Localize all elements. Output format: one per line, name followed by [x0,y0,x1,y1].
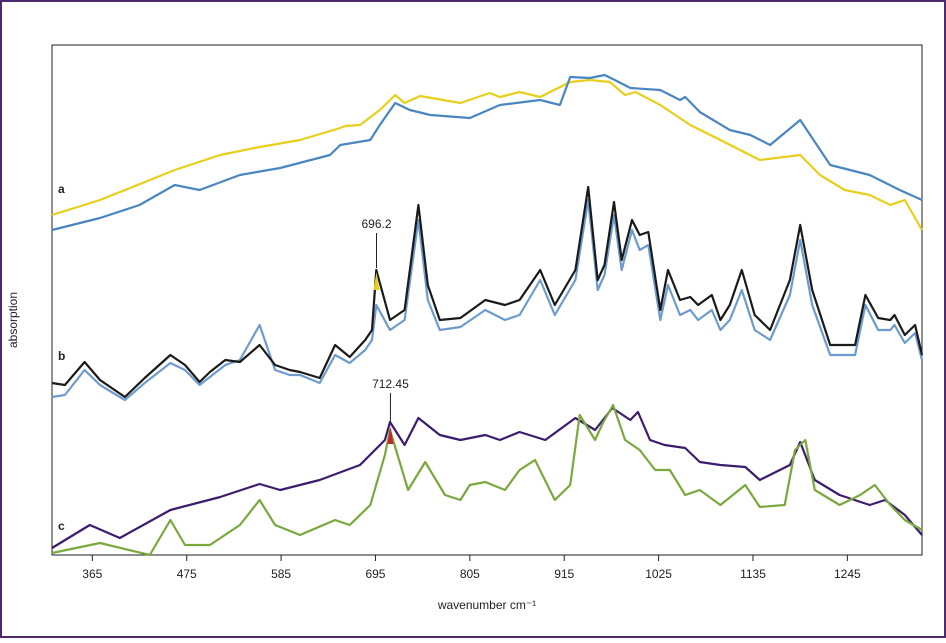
x-tick-label: 805 [460,567,480,581]
spectrum-line [51,73,923,232]
x-axis-label: wavenumber cm⁻¹ [437,598,536,612]
x-tick-label: 695 [365,567,385,581]
annotation-label: 696.2 [361,217,391,231]
peak-highlight [387,426,394,444]
x-tick-label: 1025 [645,567,672,581]
x-tick-label: 1135 [740,567,766,581]
spectrum-line [51,406,923,549]
x-tick-label: 915 [554,567,574,581]
panel-label: a [58,182,65,196]
annotation-label: 712.45 [372,377,409,391]
x-tick-label: 1245 [834,567,861,581]
x-tick-label: 475 [177,567,197,581]
spectrum-line [51,78,923,231]
peak-highlight [373,272,380,290]
plot-area [51,44,923,556]
x-tick-label: 365 [82,567,102,581]
panel-label: b [58,349,65,363]
panel-label: c [58,519,65,533]
y-axis-label: absorption [6,292,20,348]
spectrum-line [51,403,923,557]
spectrum-line [51,185,924,399]
x-tick-label: 585 [271,567,291,581]
